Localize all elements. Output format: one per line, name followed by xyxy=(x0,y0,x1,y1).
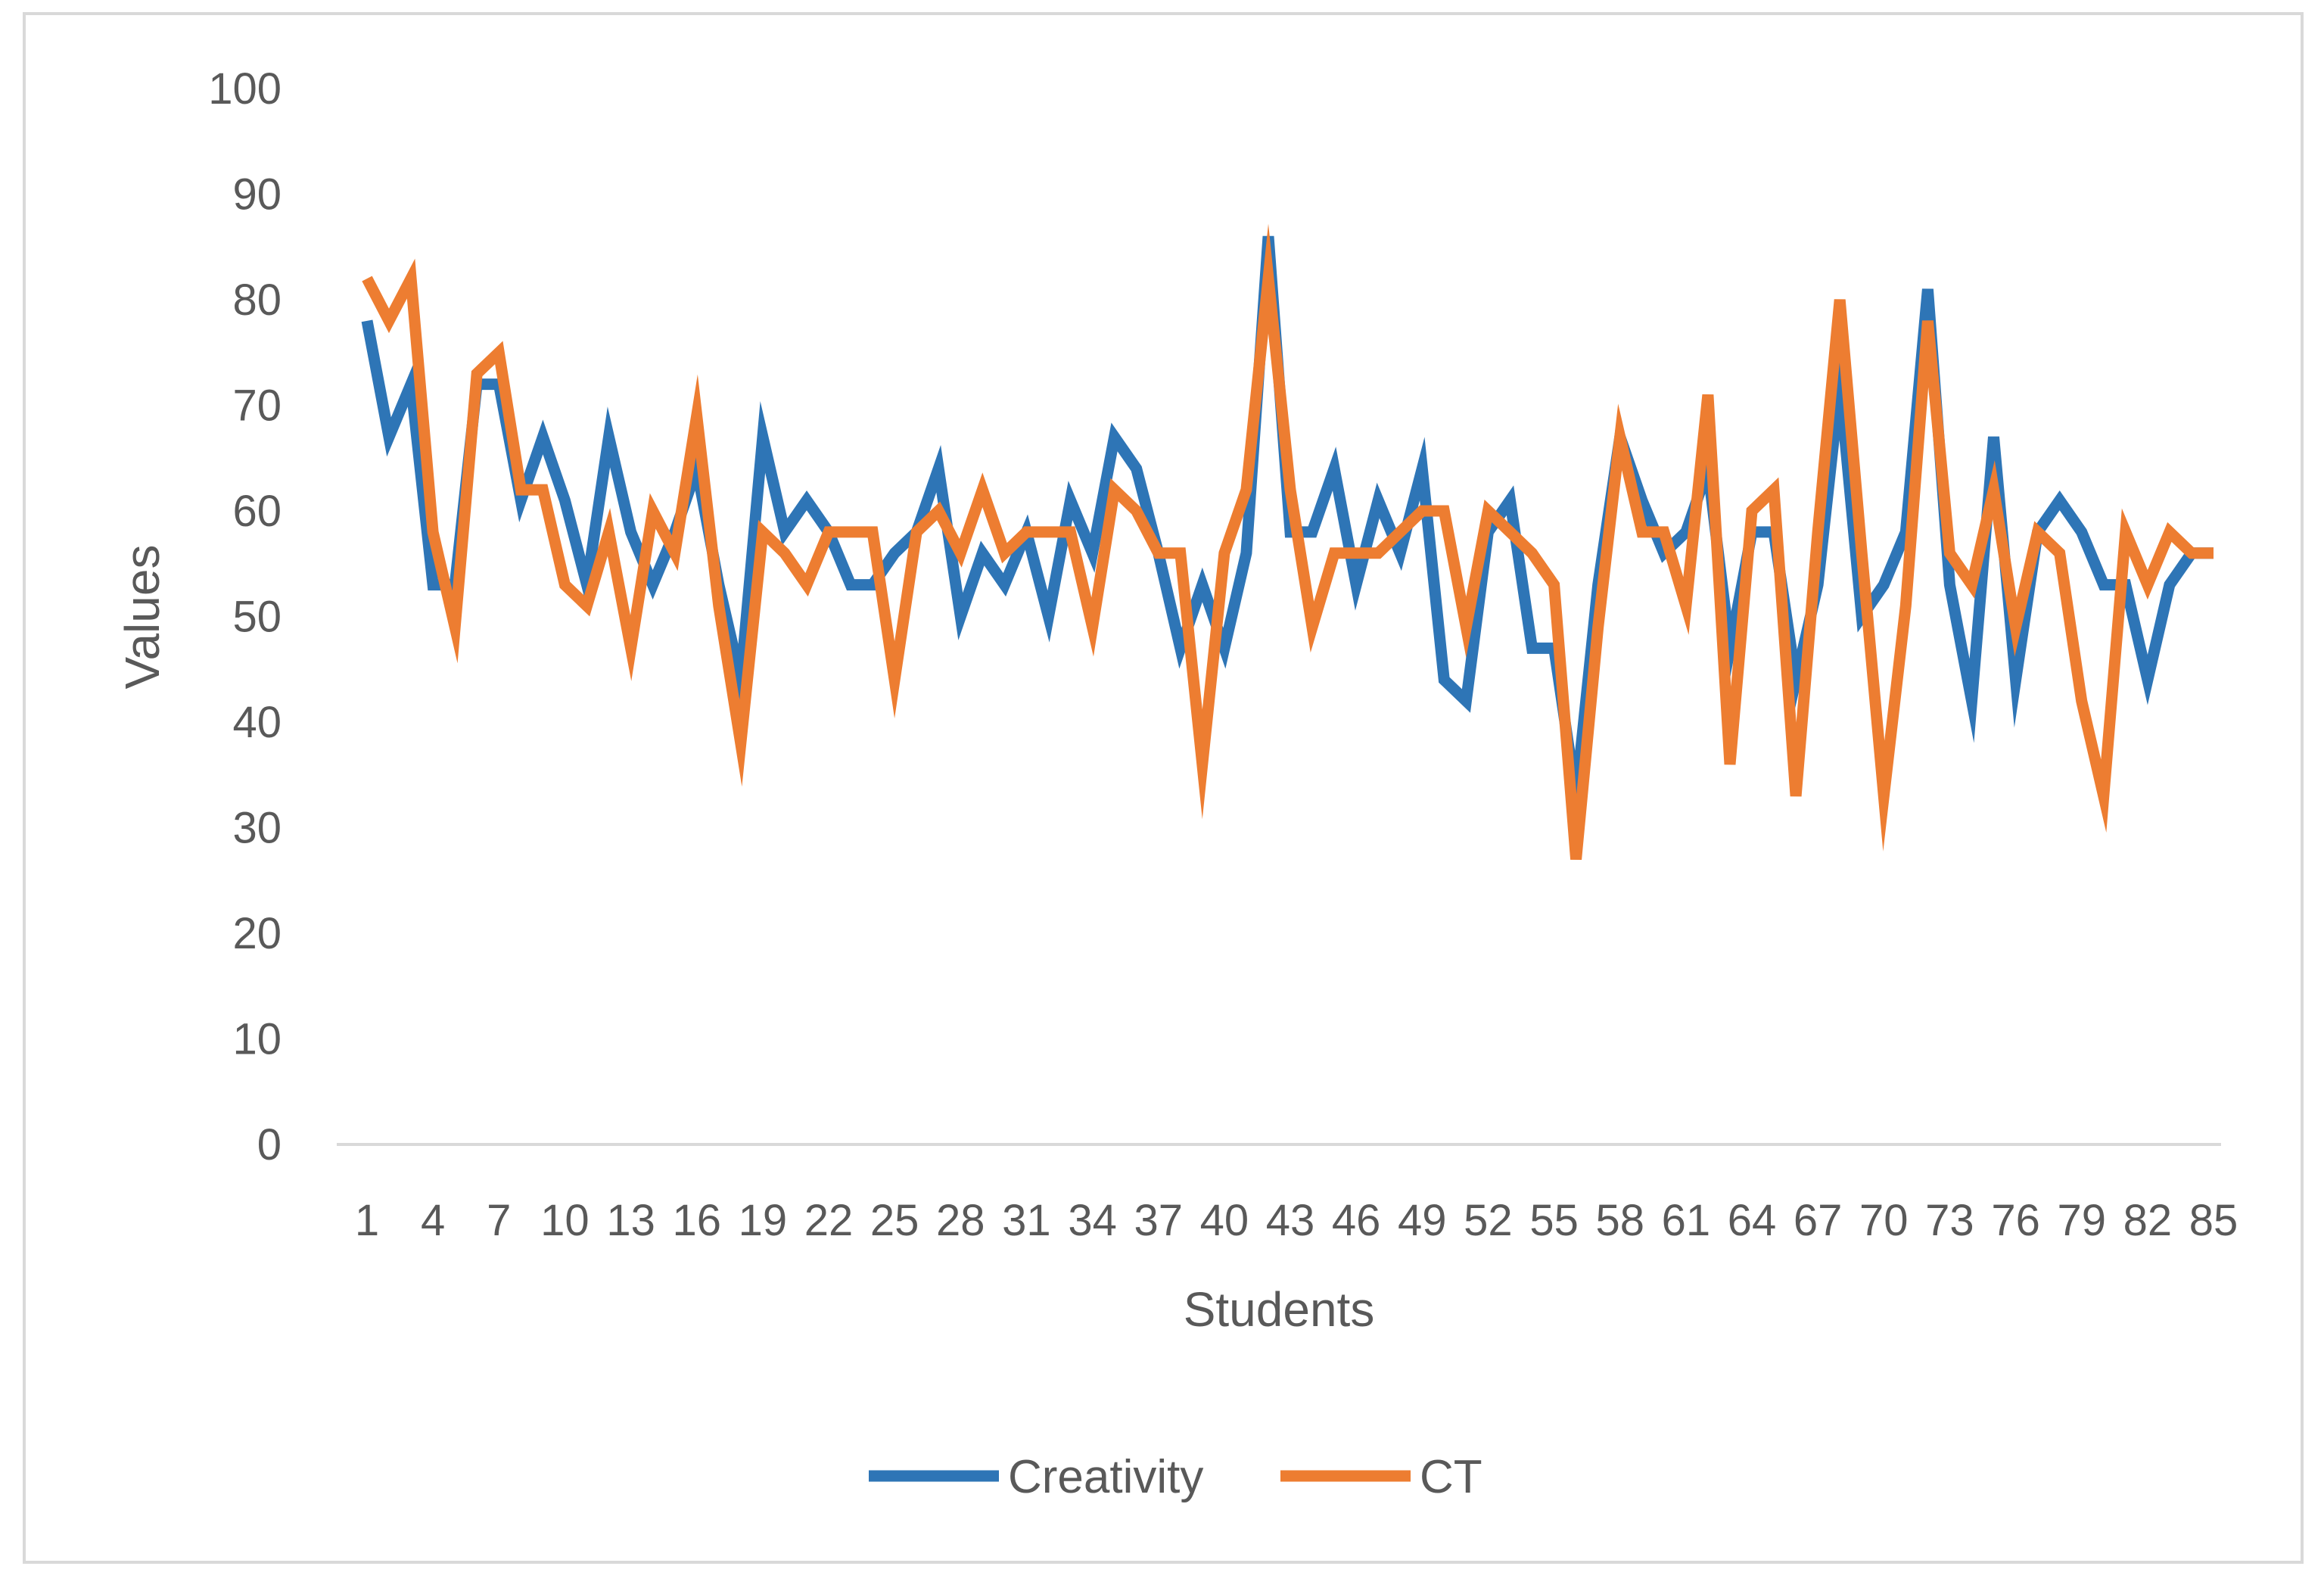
x-tick-label: 40 xyxy=(1200,1196,1249,1245)
y-tick-label: 50 xyxy=(232,593,282,642)
series-lines xyxy=(361,223,2214,861)
x-tick-label: 37 xyxy=(1134,1196,1183,1245)
x-tick-label: 43 xyxy=(1266,1196,1315,1245)
x-tick-label: 61 xyxy=(1662,1196,1711,1245)
x-tick-label: 73 xyxy=(1925,1196,1974,1245)
y-tick-label: 0 xyxy=(257,1120,282,1169)
x-tick-label: 64 xyxy=(1728,1196,1777,1245)
x-tick-label: 7 xyxy=(487,1196,511,1245)
x-tick-label: 10 xyxy=(540,1196,590,1245)
y-tick-label: 60 xyxy=(232,487,282,536)
x-tick-label: 49 xyxy=(1398,1196,1447,1245)
x-axis-ticks: 1 4 7 10 13 16 19 22 25 28 31 34 37 40 43 46 49 52 55 58 61 6… xyxy=(355,1196,2238,1245)
chart-frame xyxy=(23,12,2304,1564)
y-axis-ticks: 0 10 20 30 40 50 60 70 80 90 100 xyxy=(208,64,282,1169)
x-tick-label: 13 xyxy=(606,1196,655,1245)
x-tick-label: 19 xyxy=(739,1196,788,1245)
x-tick-label: 67 xyxy=(1794,1196,1843,1245)
y-tick-label: 40 xyxy=(232,698,282,747)
x-tick-label: 28 xyxy=(936,1196,985,1245)
y-tick-label: 90 xyxy=(232,170,282,220)
y-tick-label: 70 xyxy=(232,381,282,431)
x-tick-label: 46 xyxy=(1332,1196,1381,1245)
x-tick-label: 34 xyxy=(1068,1196,1117,1245)
x-tick-label: 85 xyxy=(2189,1196,2238,1245)
x-tick-label: 82 xyxy=(2123,1196,2173,1245)
x-tick-label: 58 xyxy=(1595,1196,1644,1245)
legend: Creativity CT xyxy=(869,1451,1482,1503)
y-tick-label: 100 xyxy=(208,64,282,114)
series-line-ct xyxy=(362,223,2214,861)
x-tick-label: 55 xyxy=(1529,1196,1579,1245)
x-tick-label: 52 xyxy=(1464,1196,1513,1245)
y-axis-title: Values xyxy=(115,545,170,690)
x-tick-label: 70 xyxy=(1859,1196,1909,1245)
x-tick-label: 25 xyxy=(870,1196,919,1245)
x-tick-label: 31 xyxy=(1002,1196,1051,1245)
y-tick-label: 20 xyxy=(232,909,282,958)
x-tick-label: 79 xyxy=(2057,1196,2106,1245)
x-tick-label: 16 xyxy=(672,1196,721,1245)
legend-label-ct: CT xyxy=(1420,1451,1482,1503)
y-tick-label: 30 xyxy=(232,804,282,853)
x-tick-label: 22 xyxy=(804,1196,854,1245)
x-axis-title: Students xyxy=(1184,1282,1375,1337)
y-tick-label: 80 xyxy=(232,276,282,325)
x-tick-label: 76 xyxy=(1991,1196,2040,1245)
legend-label-creativity: Creativity xyxy=(1008,1451,1203,1503)
x-tick-label: 4 xyxy=(421,1196,445,1245)
y-tick-label: 10 xyxy=(232,1015,282,1064)
x-tick-label: 1 xyxy=(355,1196,379,1245)
